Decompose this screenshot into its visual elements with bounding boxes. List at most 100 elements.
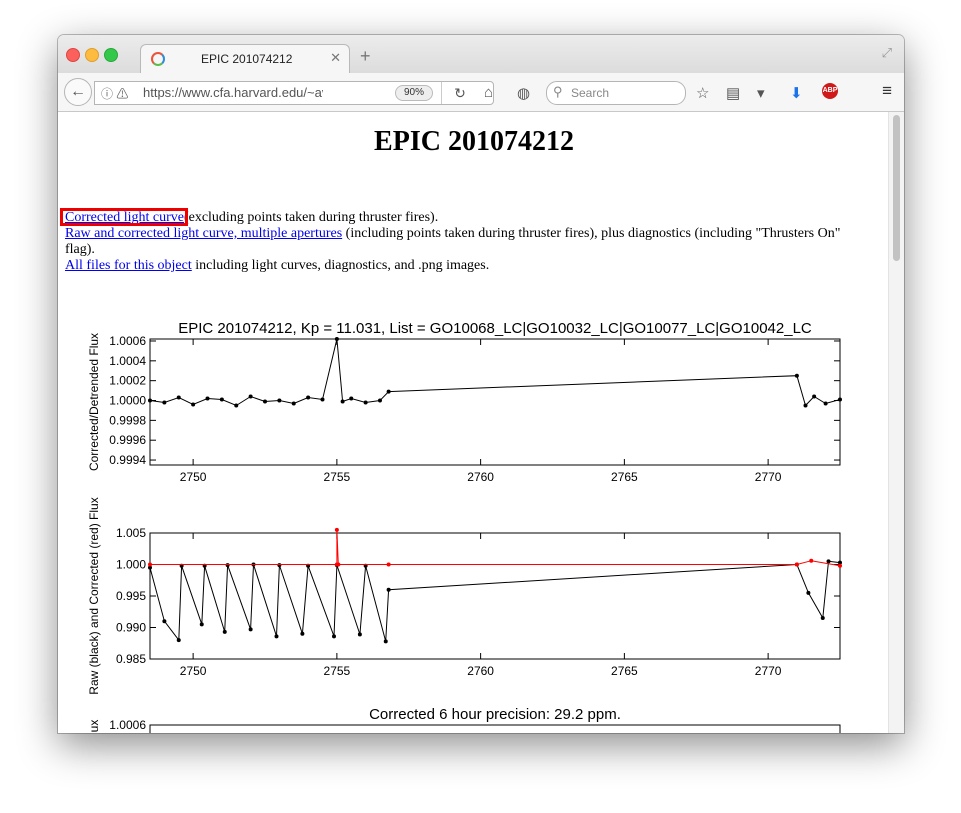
data-point xyxy=(357,632,362,637)
close-tab-icon[interactable]: ✕ xyxy=(330,50,341,65)
maximize-window-button[interactable] xyxy=(104,48,118,62)
data-point xyxy=(794,373,799,378)
download-icon[interactable]: ⬇ xyxy=(790,85,803,102)
url-text[interactable]: https://www.cfa.harvard.edu/~avanderburg xyxy=(143,85,323,100)
tab-bar: EPIC 201074212 ✕ + ⤢ xyxy=(58,35,904,75)
data-point xyxy=(803,403,808,408)
data-point xyxy=(225,563,230,568)
data-point xyxy=(277,563,282,568)
plot-frame xyxy=(149,724,841,733)
chart-title: EPIC 201074212, Kp = 11.031, List = GO10… xyxy=(178,320,812,337)
y-axis-label: Corrected/Detrended Flux xyxy=(87,333,101,471)
x-tick-label: 2770 xyxy=(755,470,782,484)
raw-corrected-flux-plot: Raw (black) and Corrected (red) Flux 2750… xyxy=(87,497,842,695)
reload-button[interactable]: ↻ xyxy=(441,82,478,104)
data-point xyxy=(386,389,391,394)
data-point xyxy=(234,403,239,408)
page-content: EPIC 201074212 Corrected light curve(exc… xyxy=(58,112,904,733)
data-point xyxy=(809,558,814,563)
data-point xyxy=(378,398,382,403)
hamburger-menu-icon[interactable]: ≡ xyxy=(882,81,892,100)
data-point xyxy=(222,629,227,634)
data-point xyxy=(162,619,167,624)
minimize-window-button[interactable] xyxy=(85,48,99,62)
paragraph-all-files: All files for this object including ligh… xyxy=(65,258,865,274)
data-point xyxy=(176,395,181,400)
y-axis-label: Raw (black) and Corrected (red) Flux xyxy=(87,497,101,694)
data-point xyxy=(334,337,339,341)
tab-title: EPIC 201074212 xyxy=(201,52,293,66)
y-tick-label: 0.9998 xyxy=(109,413,146,427)
data-point xyxy=(386,587,391,592)
fullscreen-icon[interactable]: ⤢ xyxy=(881,45,892,60)
data-point xyxy=(291,401,296,406)
close-window-button[interactable] xyxy=(66,48,80,62)
data-point xyxy=(820,616,825,621)
series-line xyxy=(149,560,841,642)
data-point xyxy=(148,565,152,570)
data-point xyxy=(320,397,325,402)
y-tick-label: 1.005 xyxy=(116,526,146,540)
data-point xyxy=(248,394,253,399)
home-icon[interactable]: ⌂ xyxy=(484,84,494,101)
globe-icon[interactable]: ◍ xyxy=(517,85,531,102)
vertical-scrollbar[interactable] xyxy=(888,112,904,733)
data-point xyxy=(148,562,152,567)
y-tick-label: 0.985 xyxy=(116,652,146,666)
adblock-plus-icon[interactable]: ABP xyxy=(822,83,838,99)
data-point xyxy=(148,398,152,403)
link-corrected-light-curve[interactable]: Corrected light curve xyxy=(65,210,184,225)
y-tick-label: 1.0002 xyxy=(109,374,146,388)
tab-active[interactable]: EPIC 201074212 ✕ xyxy=(140,44,350,75)
x-tick-label: 2755 xyxy=(324,470,351,484)
y-tick-label: 1.0006 xyxy=(109,334,146,348)
url-bar[interactable]: ⓘ ⚠ https://www.cfa.harvard.edu/~avander… xyxy=(94,81,494,105)
x-tick-label: 2750 xyxy=(180,664,207,678)
data-point xyxy=(812,394,817,399)
zoom-indicator[interactable]: 90% xyxy=(395,85,433,101)
data-point xyxy=(383,639,388,644)
data-point xyxy=(332,634,336,639)
paragraph-raw: Raw and corrected light curve, multiple … xyxy=(65,226,865,258)
data-point xyxy=(306,395,311,400)
y-tick-label: 0.990 xyxy=(116,621,146,635)
back-button[interactable]: ← xyxy=(64,78,92,106)
x-tick-label: 2750 xyxy=(180,470,207,484)
new-tab-icon[interactable]: + xyxy=(360,46,371,66)
plot-frame xyxy=(149,532,841,660)
cfa-favicon-icon xyxy=(151,52,165,66)
data-point xyxy=(838,563,842,568)
browser-window: EPIC 201074212 ✕ + ⤢ ← ⓘ ⚠ https://www.c… xyxy=(58,35,904,733)
scrollbar-thumb[interactable] xyxy=(893,115,900,261)
y-axis-label: Flux xyxy=(87,720,101,733)
data-point xyxy=(205,396,210,401)
link-raw-and-corrected[interactable]: Raw and corrected light curve, multiple … xyxy=(65,226,343,241)
data-point xyxy=(176,638,181,643)
y-tick-label: 1.0000 xyxy=(109,394,146,408)
data-point xyxy=(263,399,267,404)
data-point xyxy=(191,402,196,407)
y-tick-label: 1.000 xyxy=(116,558,146,572)
reading-list-icon[interactable]: ▤ xyxy=(726,85,741,102)
chart-title: Corrected 6 hour precision: 29.2 ppm. xyxy=(369,706,621,723)
search-field[interactable]: ⚲ Search xyxy=(546,81,686,105)
data-point xyxy=(838,397,842,402)
x-tick-label: 2755 xyxy=(324,664,351,678)
link1-description: (excluding points taken during thruster … xyxy=(183,210,439,225)
link3-description: including light curves, diagnostics, and… xyxy=(191,258,490,273)
light-curve-plots: EPIC 201074212, Kp = 11.031, List = GO10… xyxy=(87,320,842,733)
data-point xyxy=(334,527,339,532)
link-all-files[interactable]: All files for this object xyxy=(65,258,192,273)
site-info-icon[interactable]: ⓘ ⚠ xyxy=(101,87,129,101)
data-point xyxy=(162,400,167,405)
highlight-box xyxy=(60,208,188,226)
plot-frame xyxy=(149,338,841,466)
page-title: EPIC 201074212 xyxy=(374,126,574,157)
bookmark-star-icon[interactable]: ☆ xyxy=(696,85,710,102)
y-tick-label: 1.0006 xyxy=(109,718,146,732)
pocket-icon[interactable]: ▾ xyxy=(757,85,765,102)
data-point xyxy=(794,562,799,567)
x-tick-label: 2770 xyxy=(755,664,782,678)
y-tick-label: 0.9996 xyxy=(109,433,146,447)
data-point xyxy=(838,560,842,565)
